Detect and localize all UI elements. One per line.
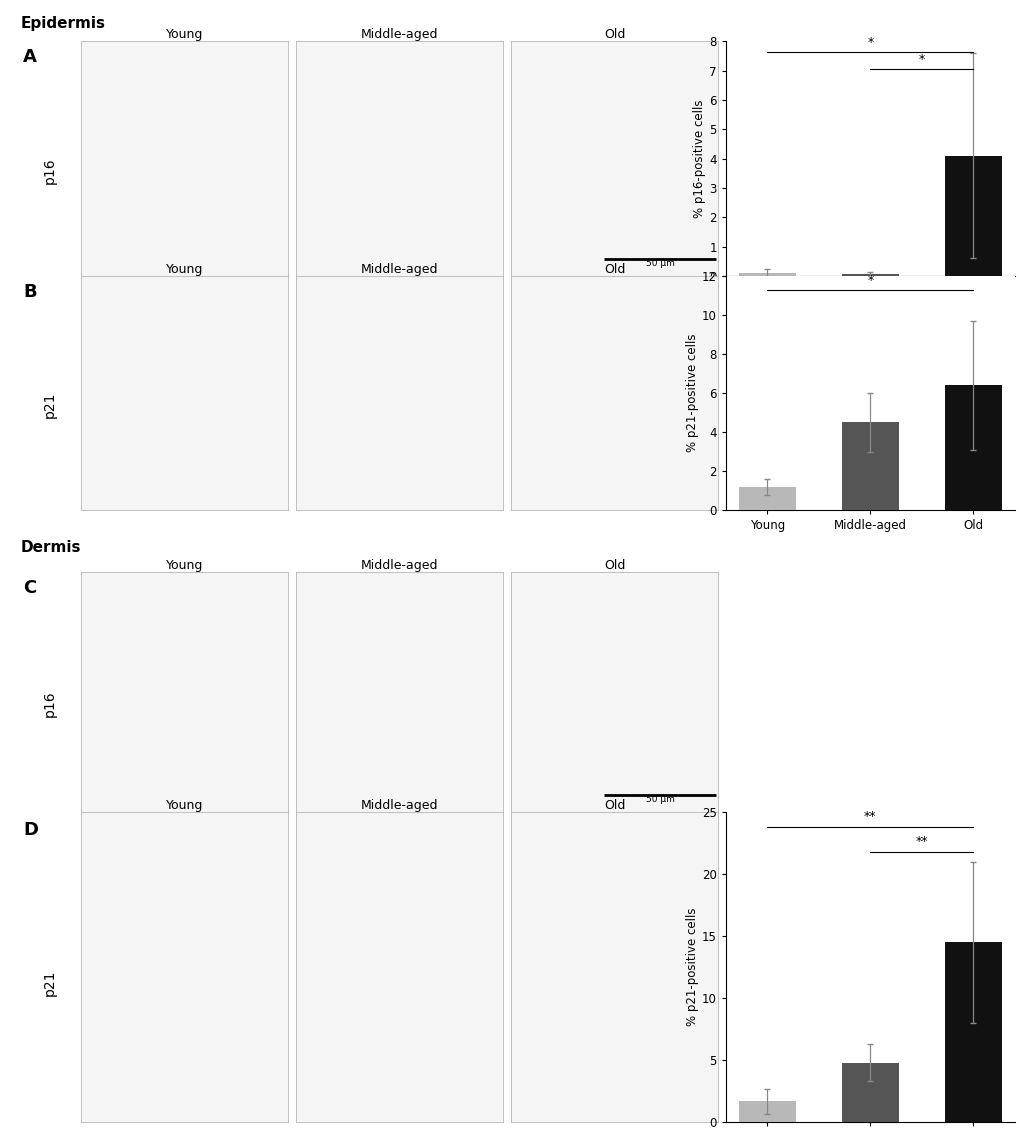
Title: Young: Young <box>166 799 203 812</box>
Bar <box>841 274 898 276</box>
Text: Dermis: Dermis <box>20 540 81 555</box>
Text: p21: p21 <box>43 969 56 996</box>
Bar <box>738 487 795 510</box>
Text: C: C <box>23 579 37 597</box>
Bar <box>841 423 898 510</box>
Title: Middle-aged: Middle-aged <box>361 799 438 812</box>
Text: **: ** <box>915 835 927 848</box>
Title: Middle-aged: Middle-aged <box>361 558 438 572</box>
Y-axis label: % p16-positive cells: % p16-positive cells <box>693 99 706 218</box>
Text: *: * <box>866 274 872 287</box>
Text: 50 μm: 50 μm <box>645 259 674 268</box>
Y-axis label: % p21-positive cells: % p21-positive cells <box>686 908 698 1026</box>
Text: p16: p16 <box>43 690 56 717</box>
Title: Young: Young <box>166 558 203 572</box>
Text: A: A <box>23 49 37 67</box>
Text: p21: p21 <box>43 391 56 418</box>
Title: Old: Old <box>603 28 625 42</box>
Title: Young: Young <box>166 28 203 42</box>
Text: p16: p16 <box>43 157 56 184</box>
Y-axis label: % p21-positive cells: % p21-positive cells <box>686 334 698 452</box>
Text: D: D <box>23 821 38 839</box>
Text: B: B <box>23 283 37 301</box>
Bar <box>945 386 1001 510</box>
Text: *: * <box>866 36 872 49</box>
Title: Old: Old <box>603 263 625 276</box>
Bar <box>841 1063 898 1122</box>
Title: Middle-aged: Middle-aged <box>361 28 438 42</box>
Title: Old: Old <box>603 799 625 812</box>
Title: Middle-aged: Middle-aged <box>361 263 438 276</box>
Bar <box>945 942 1001 1122</box>
Bar <box>945 156 1001 276</box>
Title: Young: Young <box>166 263 203 276</box>
Bar <box>738 1101 795 1122</box>
Text: **: ** <box>863 810 875 823</box>
Bar <box>738 273 795 276</box>
Text: *: * <box>918 53 924 67</box>
Text: Epidermis: Epidermis <box>20 16 105 30</box>
Text: 50 μm: 50 μm <box>645 795 674 804</box>
Title: Old: Old <box>603 558 625 572</box>
